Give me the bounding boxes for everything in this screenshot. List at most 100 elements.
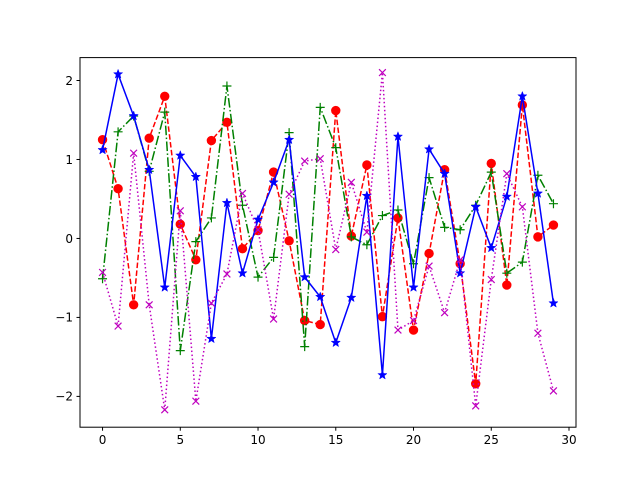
series-1-point <box>486 158 496 169</box>
series-2-point <box>113 127 123 137</box>
x-tick-label: 30 <box>561 433 576 447</box>
series-2-point <box>98 274 108 284</box>
series-2-point <box>175 346 185 356</box>
series-2-point <box>315 102 325 112</box>
series-4-point <box>300 157 309 165</box>
series-1-point <box>362 160 372 170</box>
series-3-point <box>112 68 124 79</box>
series-2-point <box>300 342 310 352</box>
series-4-point <box>129 149 138 157</box>
series-1-point <box>533 232 543 242</box>
series-2-point <box>253 272 263 282</box>
series-3-point <box>408 281 419 292</box>
x-tick-label: 0 <box>99 433 107 447</box>
series-4-point <box>534 329 542 338</box>
series-1-point <box>237 244 248 254</box>
series-1-point <box>424 248 434 259</box>
series-4-point <box>440 308 449 317</box>
series-2-point <box>455 225 465 235</box>
x-tick-label: 20 <box>406 433 421 447</box>
series-3-point <box>517 90 528 101</box>
series-4-point <box>254 225 262 234</box>
series-3-point <box>268 176 279 187</box>
series-4-point <box>363 228 371 236</box>
plot-area-frame <box>79 57 577 428</box>
series-4-point <box>409 316 418 325</box>
x-tick-label: 10 <box>250 433 265 447</box>
series-3-line <box>101 73 555 376</box>
series-1-point <box>331 105 341 116</box>
y-tick-label: 2 <box>65 74 73 88</box>
x-tick-label: 25 <box>484 433 499 447</box>
series-1-point <box>502 280 512 290</box>
series-2-point <box>206 213 216 223</box>
series-2-point <box>160 107 170 117</box>
series-4-point <box>238 189 247 198</box>
series-3-point <box>206 333 217 344</box>
y-tick-label: 1 <box>65 153 73 167</box>
series-1-point <box>471 379 481 389</box>
series-4 <box>98 68 558 414</box>
series-3-point <box>392 131 404 142</box>
series-4-point <box>518 203 527 211</box>
series-1-point <box>160 91 170 101</box>
series-1-point <box>284 236 294 246</box>
series-4-point <box>269 315 278 323</box>
series-1-point <box>113 183 123 194</box>
series-3-point <box>159 281 170 292</box>
x-tick-label: 5 <box>176 433 184 447</box>
series-3-point <box>190 171 202 182</box>
series-4-point <box>502 169 511 178</box>
series-2-point <box>486 167 496 177</box>
series-3-point <box>532 187 544 198</box>
series-4-point <box>114 322 122 330</box>
series-1-point <box>175 219 185 229</box>
series-4-point <box>425 262 433 270</box>
series-2-point <box>393 205 403 215</box>
series-1-point <box>144 133 154 143</box>
series-3-point <box>470 201 481 212</box>
series-2-point <box>440 222 450 232</box>
series-3-point <box>548 297 559 308</box>
series-4-point <box>285 190 293 199</box>
series-3-point <box>486 242 497 253</box>
series-1-point <box>315 319 325 330</box>
series-1-point <box>408 325 419 335</box>
series-3-point <box>454 267 466 278</box>
series-3-point <box>501 191 513 202</box>
series-3-point <box>97 144 108 155</box>
y-tick-label: 0 <box>65 232 73 246</box>
series-3-point <box>283 134 295 145</box>
series-3-point <box>221 197 233 208</box>
series-3-point <box>423 143 435 154</box>
series-4-point <box>160 406 169 414</box>
y-axis: −2 −1 0 1 2 <box>55 74 80 404</box>
series-4-point <box>223 270 231 278</box>
series-3-point <box>252 213 264 224</box>
series-1-point <box>548 220 559 230</box>
series-2-point <box>269 252 279 262</box>
series-2-point <box>548 199 558 209</box>
series-3-point <box>143 164 155 175</box>
series-3-point <box>346 292 357 303</box>
x-tick-label: 15 <box>328 433 343 447</box>
series-4-point <box>487 275 496 284</box>
series-layer <box>97 68 559 414</box>
series-2-point <box>191 237 201 247</box>
series-4-point <box>549 387 558 395</box>
series-2-point <box>362 240 372 250</box>
x-axis: 0 5 10 15 20 25 30 <box>99 427 577 447</box>
series-3-point <box>377 369 388 380</box>
series-3-point <box>175 150 186 160</box>
series-1-point <box>206 135 217 146</box>
series-1-point <box>299 315 310 326</box>
series-4-point <box>192 397 200 405</box>
series-2-point <box>377 211 387 221</box>
series-4-point <box>98 268 107 277</box>
series-3-point <box>439 168 450 179</box>
series-4-point <box>176 206 185 215</box>
series-3-point <box>128 110 139 121</box>
y-tick-label: −1 <box>55 311 73 325</box>
series-3-point <box>237 267 248 278</box>
